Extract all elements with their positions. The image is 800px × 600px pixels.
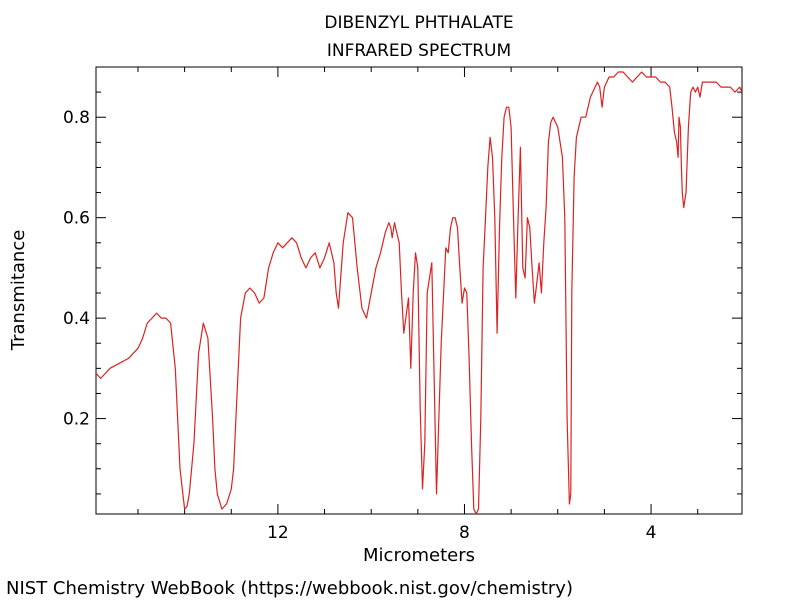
plot-area-frame [95,66,743,515]
y-tick-label: 0.2 [63,410,90,430]
source-attribution: NIST Chemistry WebBook (https://webbook.… [6,578,573,599]
y-tick-label: 0.6 [63,209,90,229]
x-tick-label: 12 [267,523,289,543]
y-axis-label: Transmitance [8,230,29,352]
x-tick-label: 4 [646,523,657,543]
chart-subtitle: INFRARED SPECTRUM [327,41,511,61]
axis-ticks [96,67,742,514]
x-axis-label: Micrometers [363,545,475,566]
axis-tick-labels: 12 8 4 0.2 0.4 0.6 0.8 [63,108,657,543]
chart-title: DIBENZYL PHTHALATE [324,13,513,33]
x-tick-label: 8 [459,523,470,543]
y-tick-label: 0.8 [63,108,90,128]
spectrum-line [96,71,742,514]
y-tick-label: 0.4 [63,309,90,329]
